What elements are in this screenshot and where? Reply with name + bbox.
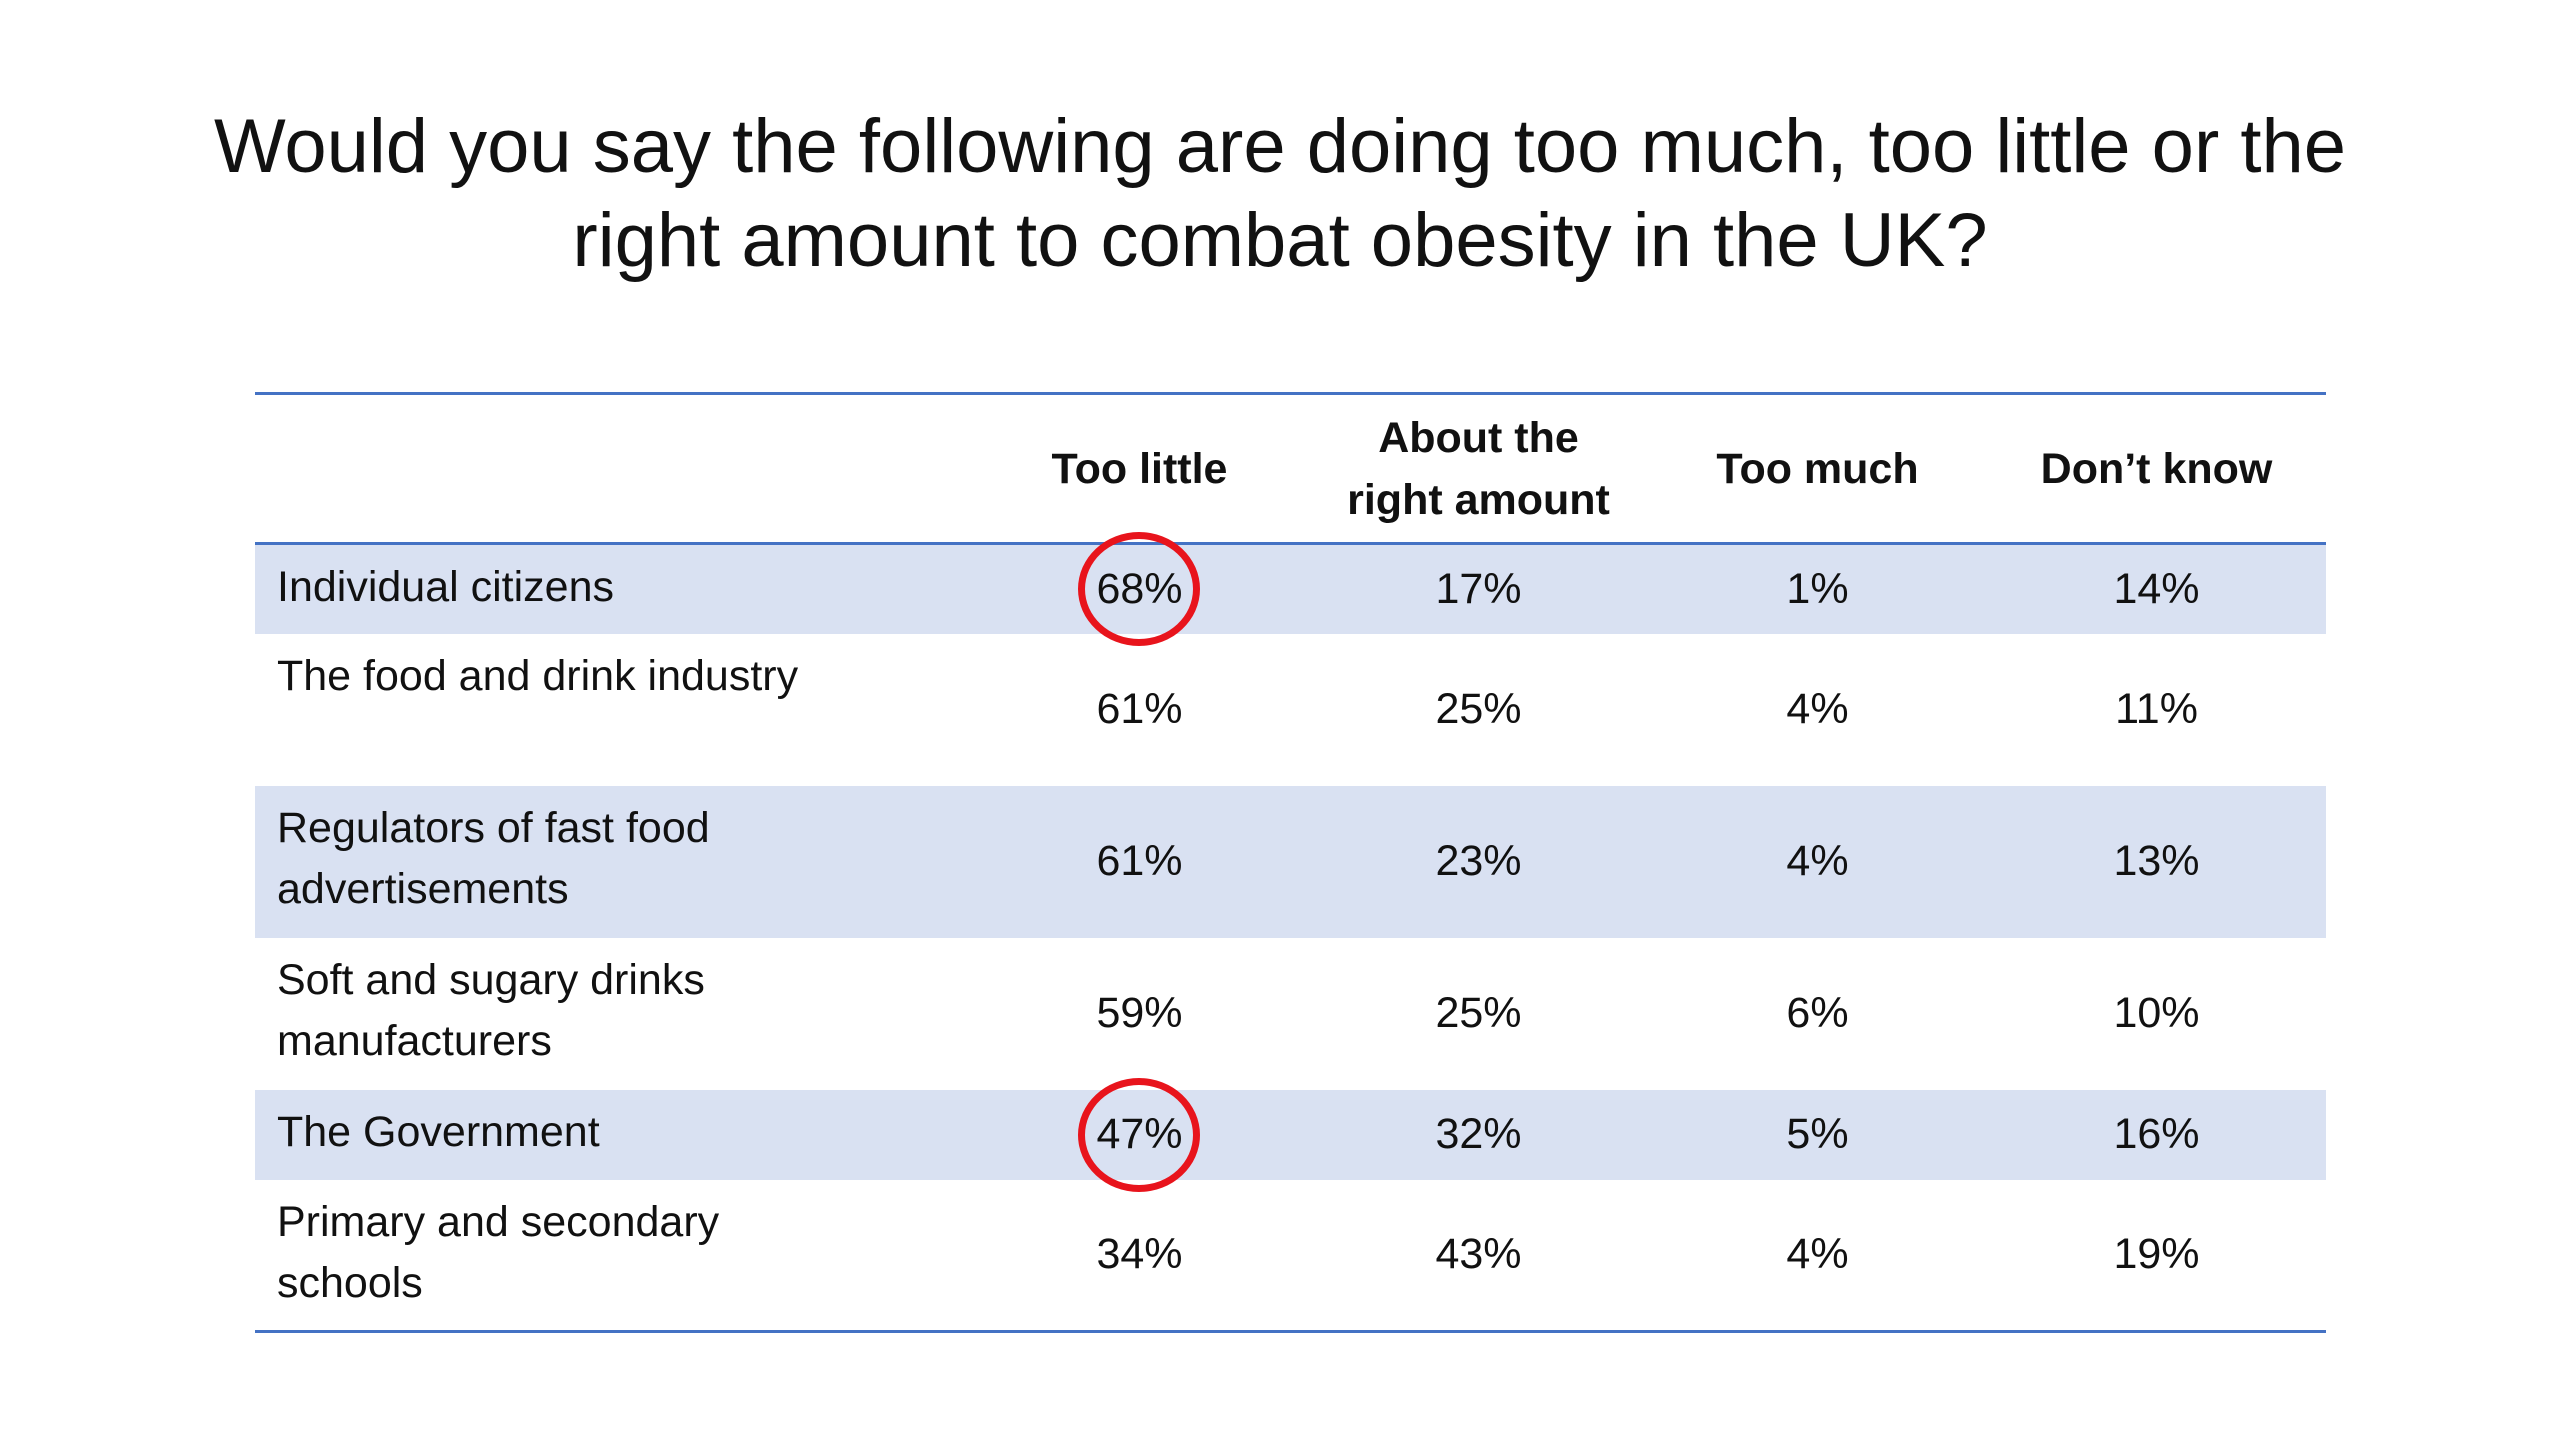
cell-too-little: 61% [1096,837,1183,885]
table-row: The Government 47% 32% 5% 16% [255,1077,2326,1192]
cell-too-much: 1% [1786,564,1849,613]
cell-too-much: 4% [1786,837,1849,885]
cell-dont-know: 19% [2113,1230,2200,1279]
cell-value: 68% [1078,532,1201,647]
row-label: The food and drink industry [277,651,799,700]
column-header-too-much: Too much [1716,444,1919,493]
cell-about-right: 32% [1435,1110,1522,1158]
table-header-row: Too little About the right amount Too mu… [255,393,2326,544]
row-label-text: Soft and sugary drinks manufacturers [277,955,705,1065]
row-label: Primary and secondary schools [255,1180,970,1332]
cell-too-much: 6% [1786,989,1849,1037]
value-text: 68% [1096,564,1183,613]
column-header-about-right-text: About the right amount [1347,413,1610,524]
row-label-text: Primary and secondary schools [277,1197,720,1307]
cell-too-little: 61% [1096,685,1183,733]
cell-too-little: 34% [1096,1230,1183,1279]
cell-dont-know: 14% [2113,564,2200,613]
cell-dont-know: 13% [2113,837,2200,885]
table-row: Individual citizens 68% 17% 1% 14% [255,532,2326,647]
cell-too-little: 47% [970,1077,1309,1192]
cell-about-right: 25% [1435,989,1522,1037]
cell-about-right: 25% [1435,685,1522,733]
column-header-too-little: Too little [1051,444,1228,493]
column-header-label [255,394,970,544]
cell-about-right: 43% [1435,1230,1522,1279]
cell-value: 47% [1078,1077,1201,1192]
table-row: Regulators of fast food advertisements 6… [255,785,2326,938]
column-header-about-right: About the right amount [1309,394,1648,544]
cell-dont-know: 11% [2115,685,2198,733]
cell-dont-know: 10% [2113,989,2200,1037]
row-label: Individual citizens [277,563,615,611]
value-text: 47% [1096,1110,1183,1158]
row-label-text: Regulators of fast food advertisements [277,803,710,913]
cell-too-much: 4% [1786,685,1849,733]
cell-too-much: 5% [1786,1110,1849,1158]
results-table: Too little About the right amount Too mu… [255,392,2326,1333]
results-table-container: Too little About the right amount Too mu… [255,392,2326,1333]
table-row: Soft and sugary drinks manufacturers 59%… [255,938,2326,1090]
cell-about-right: 17% [1435,564,1522,613]
row-label: Soft and sugary drinks manufacturers [255,938,970,1090]
cell-too-little: 68% [970,532,1309,647]
table-row: The food and drink industry 61% 25% 4% 1… [255,634,2326,786]
cell-too-much: 4% [1786,1230,1849,1279]
page-title: Would you say the following are doing to… [213,104,2347,283]
column-header-dont-know: Don’t know [2040,444,2273,493]
row-label: Regulators of fast food advertisements [255,786,970,938]
row-label: The Government [277,1107,600,1156]
cell-dont-know: 16% [2113,1110,2200,1158]
cell-about-right: 23% [1435,837,1522,885]
cell-too-little: 59% [1096,989,1183,1037]
table-row: Primary and secondary schools 34% 43% 4%… [255,1180,2326,1332]
